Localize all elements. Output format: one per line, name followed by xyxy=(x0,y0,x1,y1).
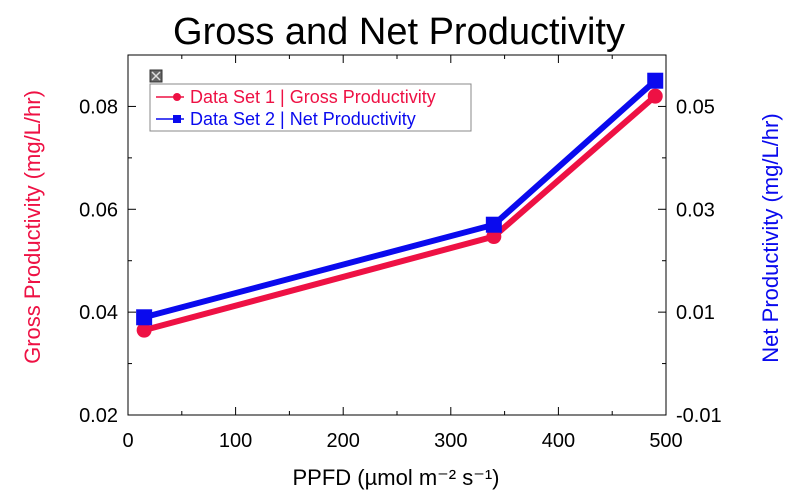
series-point-2 xyxy=(647,72,664,89)
legend-label: Data Set 1 | Gross Productivity xyxy=(190,87,436,107)
series-point-1 xyxy=(647,88,663,104)
x-axis: 0 100 200 300 400 500 xyxy=(122,55,683,452)
y-right-tick-label: 0.01 xyxy=(676,302,715,324)
legend-box xyxy=(149,83,472,132)
y-left-tick-label: 0.08 xyxy=(79,96,118,118)
y-left-tick-label: 0.04 xyxy=(79,302,118,324)
y-axis-left-label: Gross Productivity (mg/L/hr) xyxy=(20,90,45,364)
y-right-tick-label: 0.05 xyxy=(676,96,715,118)
y-axis-left: 0.02 0.04 0.06 0.08 xyxy=(79,96,136,427)
chart-title: Gross and Net Productivity xyxy=(173,11,625,53)
legend-label: Data Set 2 | Net Productivity xyxy=(190,109,416,129)
y-right-tick-label: -0.01 xyxy=(676,405,722,427)
x-tick-label: 100 xyxy=(219,430,252,452)
x-tick-label: 400 xyxy=(542,430,575,452)
x-axis-label: PPFD (µmol m⁻² s⁻¹) xyxy=(293,465,500,490)
x-tick-label: 500 xyxy=(649,430,682,452)
x-tick-label: 0 xyxy=(122,430,133,452)
x-tick-label: 200 xyxy=(327,430,360,452)
legend-marker-square xyxy=(173,115,181,123)
x-tick-label: 300 xyxy=(434,430,467,452)
y-axis-right: -0.01 0.01 0.03 0.05 xyxy=(658,96,722,427)
y-left-tick-label: 0.02 xyxy=(79,405,118,427)
legend-marker-circle xyxy=(173,93,181,101)
series-point-1 xyxy=(136,322,152,338)
legend-close-icon[interactable] xyxy=(149,69,163,83)
series-layer xyxy=(136,72,664,338)
y-axis-right-label: Net Productivity (mg/L/hr) xyxy=(758,113,783,362)
series-point-2 xyxy=(136,309,153,326)
series-point-1 xyxy=(486,229,502,245)
series-point-2 xyxy=(485,216,502,233)
y-left-tick-label: 0.06 xyxy=(79,199,118,221)
y-right-tick-label: 0.03 xyxy=(676,199,715,221)
